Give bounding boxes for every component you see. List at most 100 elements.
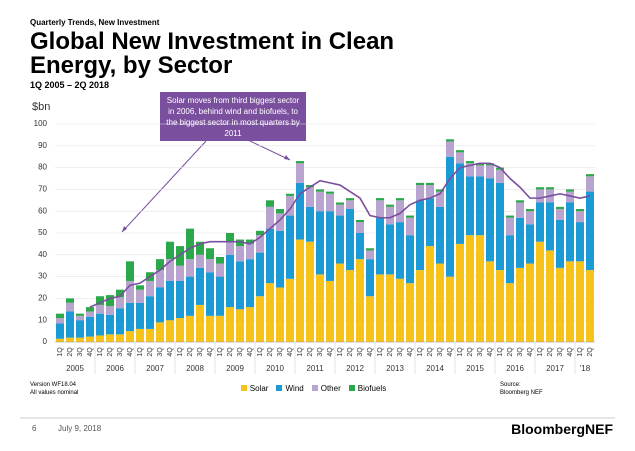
- bar-segment: [166, 280, 174, 321]
- arrow: [249, 140, 291, 161]
- annotation-box: [160, 92, 306, 141]
- y-tick-label: 80: [38, 163, 47, 172]
- bar-segment: [266, 228, 274, 284]
- bar-segment: [356, 259, 364, 342]
- bar-segment: [326, 191, 334, 194]
- notes: Version WF18.04 All values nominal: [30, 381, 78, 397]
- source-label: Source:: [500, 382, 521, 388]
- bar-segment: [356, 219, 364, 223]
- bar-segment: [456, 243, 464, 342]
- bar-segment: [556, 206, 564, 210]
- x-tick-label: 3Q: [77, 347, 84, 357]
- bar-segment: [196, 304, 204, 342]
- bar-segment: [416, 185, 424, 201]
- bar-segment: [216, 315, 224, 342]
- bar-segment: [516, 267, 524, 342]
- bar-segment: [336, 263, 344, 342]
- x-tick-label: 4Q: [527, 347, 534, 357]
- bar-segment: [246, 259, 254, 308]
- year-label: '18: [580, 364, 591, 373]
- bar-segment: [76, 315, 84, 321]
- x-tick-label: 4Q: [247, 347, 254, 357]
- bar-segment: [86, 316, 94, 337]
- x-tick-label: 1Q: [177, 347, 184, 357]
- bar-segment: [396, 198, 404, 201]
- bar-segment: [286, 195, 294, 216]
- bar-segment: [416, 182, 424, 186]
- bar-segment: [206, 272, 214, 316]
- bar-segment: [486, 178, 494, 262]
- bar-segment: [516, 217, 524, 268]
- x-tick-label: 1Q: [97, 347, 104, 357]
- x-tick-label: 4Q: [367, 347, 374, 357]
- legend-swatch: [276, 385, 283, 391]
- bar-segment: [576, 211, 584, 223]
- x-tick-label: 4Q: [447, 347, 454, 357]
- arrow-head: [122, 226, 127, 232]
- bar-segment: [366, 250, 374, 260]
- x-tick-label: 1Q: [337, 347, 344, 357]
- bar-segment: [436, 206, 444, 264]
- bar-segment: [416, 270, 424, 342]
- bar-segment: [126, 280, 134, 303]
- y-tick-label: 60: [38, 206, 47, 215]
- bar-segment: [346, 270, 354, 342]
- bar-segment: [86, 311, 94, 317]
- x-tick-label: 2Q: [547, 347, 554, 357]
- bar-segment: [316, 189, 324, 192]
- bar-segment: [436, 191, 444, 207]
- bar-segment: [586, 191, 594, 271]
- year-label: 2012: [346, 364, 364, 373]
- bar-segment: [386, 204, 394, 207]
- bar-segment: [536, 189, 544, 203]
- x-tick-label: 3Q: [437, 347, 444, 357]
- source-name: Bloomberg NEF: [500, 390, 543, 396]
- subtitle: 1Q 2005 – 2Q 2018: [30, 80, 110, 90]
- bar-segment: [376, 274, 384, 342]
- bar-segment: [286, 215, 294, 279]
- bar-segment: [266, 206, 274, 229]
- bar-segment: [206, 259, 214, 273]
- bar-segment: [466, 163, 474, 177]
- x-tick-label: 1Q: [457, 347, 464, 357]
- bar-segment: [86, 336, 94, 342]
- bar-segment: [146, 280, 154, 297]
- bar-segment: [336, 202, 344, 205]
- bar-segment: [366, 296, 374, 342]
- bar-segment: [306, 187, 314, 207]
- legend-item: Wind: [276, 384, 304, 393]
- bar-segment: [256, 296, 264, 342]
- bar-segment: [396, 222, 404, 279]
- bar-segment: [386, 224, 394, 275]
- year-label: 2013: [386, 364, 404, 373]
- x-tick-label: 2Q: [147, 347, 154, 357]
- bar-segment: [586, 270, 594, 342]
- bar-segment: [136, 302, 144, 329]
- year-label: 2005: [66, 364, 84, 373]
- bar-segment: [136, 328, 144, 342]
- bar-segment: [406, 217, 414, 236]
- y-tick-label: 20: [38, 294, 47, 303]
- year-label: 2017: [546, 364, 564, 373]
- bar-segment: [396, 278, 404, 342]
- x-tick-label: 4Q: [207, 347, 214, 357]
- bar-segment: [436, 263, 444, 342]
- y-axis-label: $bn: [32, 101, 51, 113]
- x-tick-label: 2Q: [347, 347, 354, 357]
- x-tick-label: 1Q: [377, 347, 384, 357]
- bar-segment: [116, 308, 124, 335]
- bar-segment: [366, 248, 374, 251]
- bar-segment: [296, 161, 304, 164]
- x-tick-label: 4Q: [87, 347, 94, 357]
- x-tick-label: 1Q: [577, 347, 584, 357]
- bar-segment: [176, 246, 184, 266]
- date: July 9, 2018: [58, 424, 102, 433]
- bar-segment: [406, 215, 414, 218]
- bar-segment: [506, 215, 514, 218]
- x-tick-label: 2Q: [427, 347, 434, 357]
- bar-segment: [266, 283, 274, 342]
- x-tick-label: 1Q: [537, 347, 544, 357]
- bar-segment: [126, 331, 134, 342]
- bar-segment: [76, 313, 84, 316]
